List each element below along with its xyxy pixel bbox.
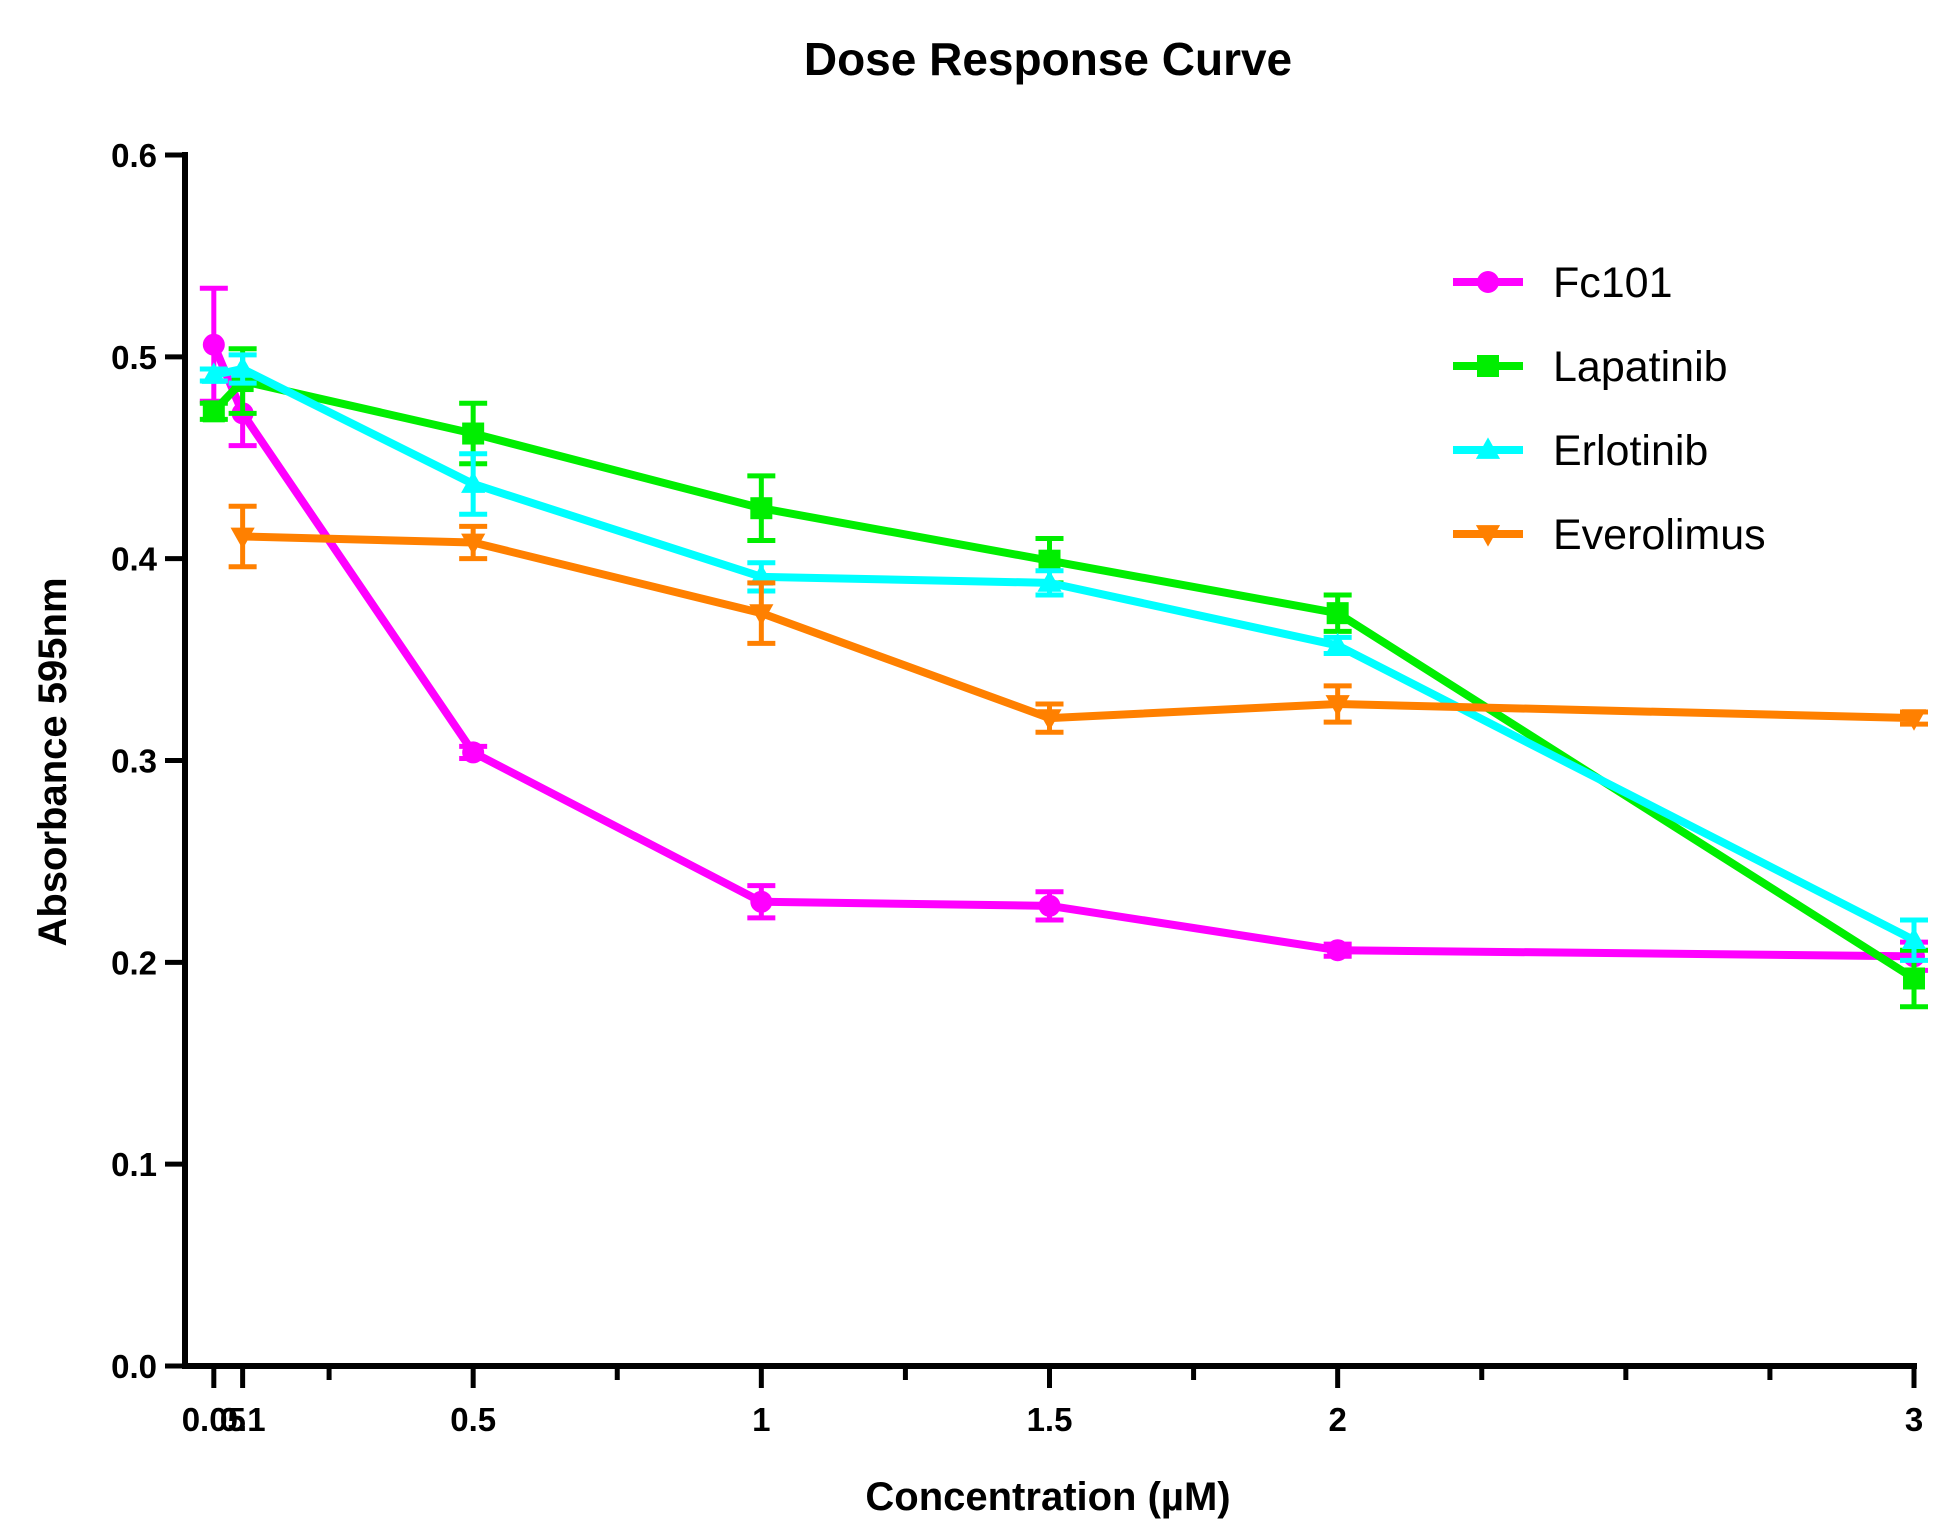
legend-label: Erlotinib <box>1553 427 1708 475</box>
data-point-everolimus <box>1037 709 1062 731</box>
data-point-everolimus <box>1901 709 1927 731</box>
y-tick-label: 0.5 <box>111 339 157 376</box>
legend-item-everolimus: Everolimus <box>1453 511 1766 559</box>
data-point-everolimus <box>230 527 255 550</box>
legend-label: Fc101 <box>1553 259 1673 307</box>
y-tick-label: 0.6 <box>111 137 157 174</box>
data-point-lapatinib <box>1326 602 1349 625</box>
data-point-everolimus <box>1325 695 1350 717</box>
legend-item-lapatinib: Lapatinib <box>1453 343 1728 391</box>
data-point-erlotinib <box>461 471 486 493</box>
legend: Fc101 Lapatinib Erlotinib Everolimus <box>1453 259 1766 559</box>
legend-label: Lapatinib <box>1553 343 1728 391</box>
x-tick-label: 2 <box>1328 1401 1346 1438</box>
data-point-erlotinib <box>1901 927 1927 949</box>
data-point-lapatinib <box>750 497 773 520</box>
y-tick-label: 0.2 <box>111 944 157 981</box>
data-point-fc101 <box>1038 894 1061 917</box>
chart-title: Dose Response Curve <box>804 33 1292 85</box>
series-everolimus <box>228 503 1928 735</box>
x-tick-label: 0.1 <box>220 1401 266 1438</box>
data-point-erlotinib <box>201 362 226 384</box>
legend-item-fc101: Fc101 <box>1453 259 1673 307</box>
data-point-erlotinib <box>749 564 774 586</box>
data-point-fc101 <box>462 741 485 764</box>
x-tick-label: 0.5 <box>450 1401 496 1438</box>
data-point-fc101 <box>1326 939 1349 962</box>
y-tick-label: 0.4 <box>111 541 158 578</box>
series-layer <box>199 285 1928 1010</box>
x-tick-label: 1 <box>752 1401 770 1438</box>
y-tick-label: 0.3 <box>111 743 157 780</box>
axes: 0.00.10.20.30.40.50.60.050.1 0.5 1 1.5 2 3 <box>111 137 1923 1438</box>
legend-label: Everolimus <box>1553 511 1766 559</box>
y-axis-label: Absorbance 595nm <box>31 577 75 946</box>
data-point-lapatinib <box>202 400 225 423</box>
data-point-lapatinib <box>1038 549 1061 572</box>
legend-swatch-marker <box>1475 437 1501 459</box>
legend-swatch-marker <box>1477 271 1499 293</box>
series-line-everolimus <box>242 532 1915 723</box>
x-tick-label: 1.5 <box>1027 1401 1073 1438</box>
legend-swatch-marker <box>1475 525 1501 547</box>
data-point-lapatinib <box>1903 967 1925 990</box>
data-point-everolimus <box>461 533 486 556</box>
data-point-fc101 <box>750 890 773 913</box>
x-tick-label: 3 <box>1905 1401 1923 1438</box>
y-tick-label: 0.1 <box>111 1146 157 1183</box>
data-point-everolimus <box>749 604 774 626</box>
data-point-erlotinib <box>230 356 255 378</box>
legend-swatch-marker <box>1477 355 1499 377</box>
y-tick-label: 0.0 <box>111 1348 157 1385</box>
legend-item-erlotinib: Erlotinib <box>1453 427 1708 475</box>
data-point-fc101 <box>202 333 225 356</box>
data-point-erlotinib <box>1325 632 1350 655</box>
x-tick-label: 0.05 <box>182 1401 246 1438</box>
data-point-lapatinib <box>462 422 485 445</box>
x-axis-label: Concentration (µM) <box>865 1475 1230 1519</box>
data-point-erlotinib <box>1037 570 1062 592</box>
